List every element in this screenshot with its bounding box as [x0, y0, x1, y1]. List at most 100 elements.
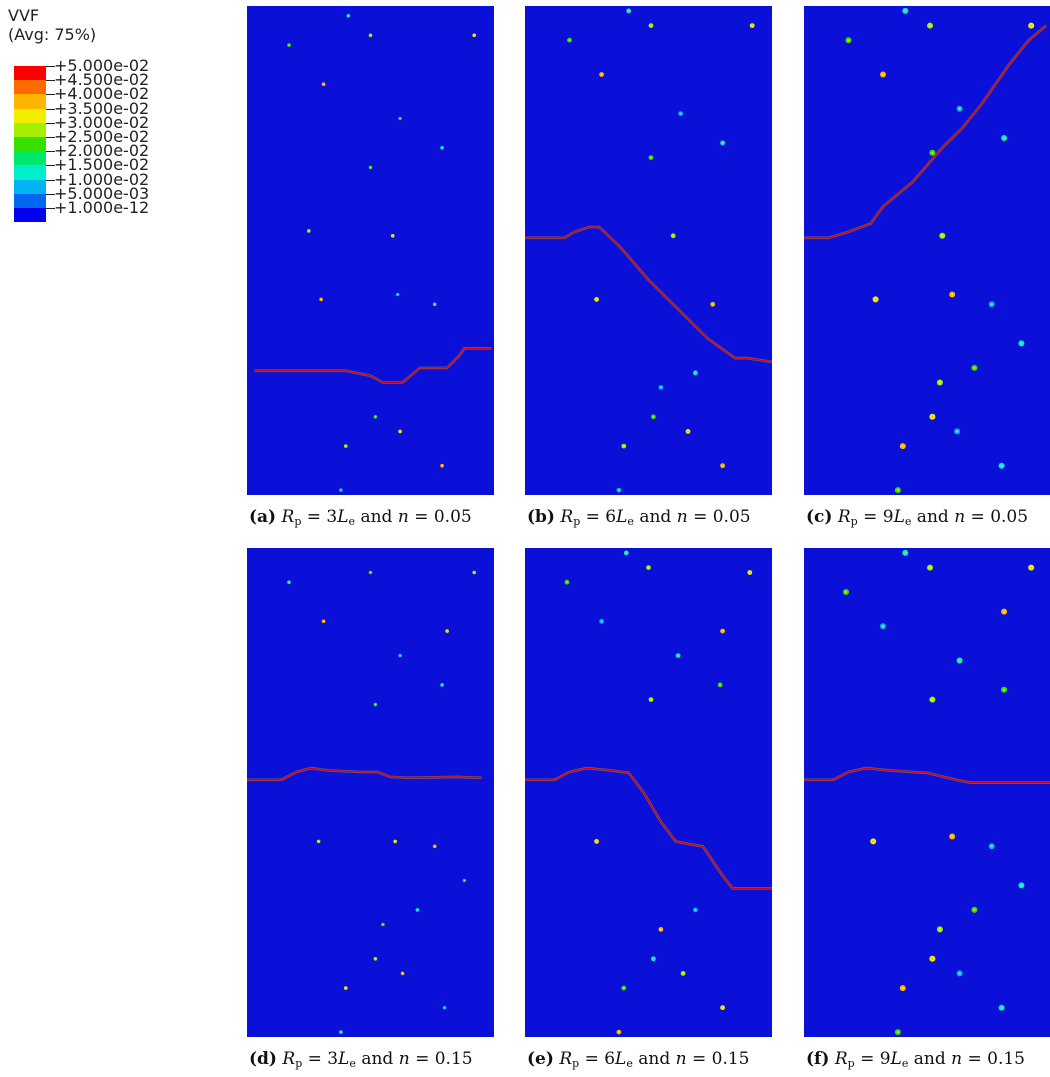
- legend-swatch: [14, 66, 46, 81]
- void-dot: [445, 629, 449, 633]
- void-dot: [1001, 608, 1008, 615]
- void-dot: [929, 149, 936, 156]
- void-dot: [988, 301, 995, 308]
- crack-path: [525, 767, 772, 889]
- contour-plot: [254, 14, 492, 492]
- void-dot: [623, 550, 629, 556]
- void-dot: [1001, 686, 1008, 693]
- panel-caption: (f) Rp = 9Le and n = 0.15: [806, 1047, 1050, 1071]
- caption-lsub: e: [901, 1057, 909, 1070]
- void-dot: [936, 926, 943, 933]
- caption-nsym: n: [675, 1049, 687, 1069]
- void-dot: [1028, 564, 1035, 571]
- void-dot: [651, 414, 656, 420]
- caption-lsub: e: [626, 1057, 633, 1070]
- void-dot: [373, 415, 378, 419]
- caption-rsym: R: [559, 1049, 573, 1069]
- void-dot: [400, 971, 405, 976]
- void-dot: [339, 1030, 343, 1034]
- void-dot: [398, 653, 402, 658]
- void-dot: [670, 233, 676, 239]
- legend-tick: [46, 208, 55, 209]
- void-dot: [749, 23, 755, 28]
- legend-title: VVF: [8, 6, 40, 25]
- void-dot: [710, 301, 716, 307]
- legend-tick: [46, 108, 55, 110]
- legend-swatch: [14, 165, 46, 180]
- caption-eq1: = 9: [857, 507, 894, 527]
- void-dot: [648, 697, 654, 702]
- void-dot: [316, 839, 321, 844]
- void-dot: [956, 657, 963, 664]
- caption-nsym: n: [951, 1049, 963, 1069]
- void-dot: [927, 22, 933, 29]
- void-dot: [899, 443, 906, 450]
- legend-subtitle: (Avg: 75%): [8, 25, 97, 44]
- crack-path: [804, 767, 1050, 784]
- caption-nsym: n: [676, 507, 688, 527]
- void-dot: [339, 488, 343, 492]
- void-dot: [440, 683, 444, 687]
- void-dot: [373, 957, 378, 961]
- void-dot: [307, 229, 311, 233]
- void-dot: [440, 146, 444, 150]
- caption-eq1: = 6: [579, 1049, 616, 1069]
- void-dot: [894, 1029, 901, 1036]
- void-dot: [599, 618, 604, 624]
- contour-plot: [525, 8, 772, 493]
- legend-swatch: [14, 122, 46, 137]
- panel-caption: (d) Rp = 3Le and n = 0.15: [249, 1047, 519, 1071]
- caption-rsub: p: [572, 1057, 580, 1070]
- legend-tick: [46, 151, 55, 153]
- void-dot: [720, 628, 725, 634]
- void-dot: [929, 696, 936, 703]
- void-dot: [720, 140, 725, 146]
- void-dot: [929, 413, 936, 420]
- caption-rsym: R: [560, 507, 574, 527]
- contour-plot: [525, 550, 772, 1035]
- void-dot: [621, 985, 627, 991]
- void-dot: [393, 839, 397, 844]
- panel-caption: (a) Rp = 3Le and n = 0.05: [249, 505, 519, 529]
- void-dot: [287, 580, 291, 584]
- void-dot: [894, 487, 901, 494]
- legend-level: +3.000e-02: [54, 112, 150, 132]
- void-dot: [368, 33, 373, 38]
- caption-lsym: L: [893, 507, 905, 527]
- contour-panel: [525, 6, 772, 495]
- caption-lsym: L: [890, 1049, 902, 1069]
- void-dot: [998, 1004, 1005, 1011]
- caption-eq2: = 0.15: [409, 1049, 473, 1069]
- void-dot: [440, 463, 444, 468]
- legend-level: +3.500e-02: [54, 98, 150, 118]
- legend-swatch: [14, 208, 46, 223]
- panel-caption: (e) Rp = 6Le and n = 0.15: [527, 1047, 797, 1071]
- caption-label: (a): [249, 507, 277, 527]
- legend-tick: [46, 80, 55, 82]
- void-dot: [472, 570, 476, 575]
- crack-path: [247, 767, 482, 781]
- legend-level: +2.000e-02: [54, 141, 150, 161]
- void-dot: [319, 297, 323, 302]
- contour-panel: [804, 6, 1050, 495]
- void-dot: [344, 986, 348, 990]
- contour-legend: VVF (Avg: 75%) +5.000e-02 +4.500e-02 +4.00…: [6, 6, 236, 286]
- void-dot: [346, 14, 351, 18]
- void-dot: [720, 463, 725, 469]
- void-dot: [321, 82, 326, 86]
- caption-label: (d): [249, 1049, 277, 1069]
- legend-tick: [46, 137, 55, 138]
- caption-lsub: e: [349, 1057, 356, 1070]
- void-dot: [1001, 135, 1008, 141]
- legend-swatch: [14, 193, 46, 208]
- void-dot: [678, 111, 683, 116]
- void-dot: [472, 33, 476, 38]
- caption-eq2: = 0.15: [962, 1049, 1025, 1069]
- legend-level: +1.000e-02: [54, 169, 150, 189]
- void-dot: [717, 682, 723, 688]
- void-dot: [685, 429, 691, 434]
- legend-tick: [46, 193, 55, 195]
- void-dot: [648, 23, 654, 28]
- panel-caption: (b) Rp = 6Le and n = 0.05: [527, 505, 797, 529]
- caption-nsym: n: [397, 507, 409, 527]
